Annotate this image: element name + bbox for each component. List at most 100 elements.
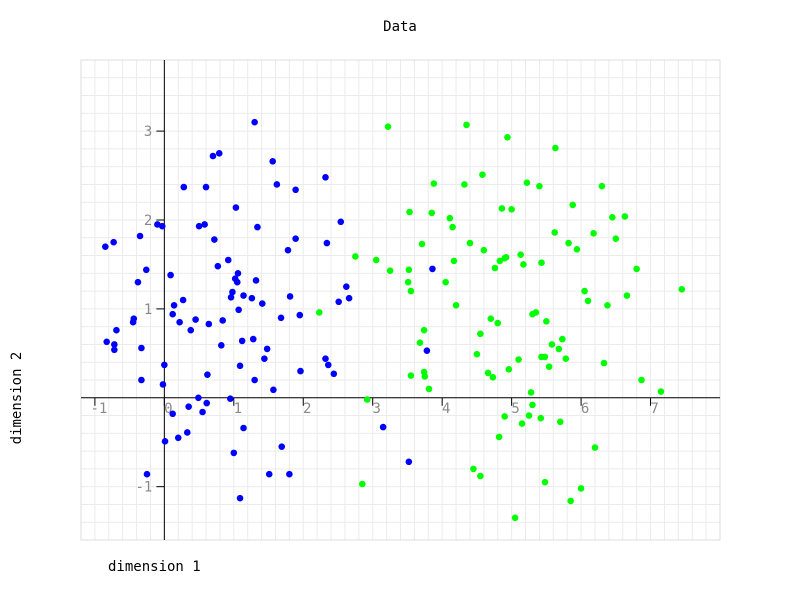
data-point <box>273 181 281 188</box>
x-tick-label: 5 <box>511 401 519 417</box>
data-point <box>240 424 247 432</box>
data-point <box>600 359 608 367</box>
data-point <box>249 335 257 343</box>
y-tick-label: 2 <box>144 213 152 229</box>
data-point <box>573 246 581 253</box>
data-point <box>407 372 415 379</box>
data-point <box>345 294 353 302</box>
data-point <box>358 480 366 488</box>
ticks: -1 0 1 2 3 4 5 6 7 -1 1 2 3 <box>90 124 658 496</box>
series-1 <box>102 118 436 502</box>
axes <box>81 60 720 540</box>
data-point <box>517 251 524 258</box>
data-point <box>407 287 415 295</box>
data-point <box>511 514 519 522</box>
data-point <box>449 223 456 231</box>
data-point <box>192 316 199 323</box>
data-point <box>203 399 211 407</box>
data-point <box>236 494 244 502</box>
data-point <box>425 385 433 393</box>
data-point <box>323 239 331 247</box>
data-point <box>473 350 481 358</box>
data-point <box>180 183 188 191</box>
data-point <box>501 413 508 420</box>
data-point <box>494 319 502 327</box>
data-point <box>248 294 256 302</box>
data-point <box>537 414 545 422</box>
data-point <box>466 239 474 247</box>
data-point <box>379 423 387 431</box>
data-point <box>404 278 412 286</box>
data-point <box>161 438 169 445</box>
data-point <box>678 286 686 293</box>
data-point <box>265 470 273 478</box>
data-point <box>423 347 431 354</box>
data-point <box>113 326 120 334</box>
data-point <box>538 259 545 266</box>
y-axis-label: dimension 2 <box>9 352 25 445</box>
data-point <box>209 152 217 160</box>
series-2 <box>315 121 686 522</box>
data-point <box>565 239 572 247</box>
data-point <box>134 278 142 286</box>
data-point <box>541 353 549 361</box>
x-tick-label: -1 <box>90 401 107 417</box>
data-point <box>227 294 235 301</box>
data-point <box>270 386 277 394</box>
data-point <box>372 256 380 264</box>
data-point <box>487 315 495 322</box>
data-point <box>420 326 428 334</box>
data-point <box>405 266 413 274</box>
data-point <box>502 254 510 261</box>
data-point <box>491 264 499 272</box>
data-point <box>277 314 285 322</box>
data-point <box>138 376 145 384</box>
data-point <box>195 222 203 230</box>
data-point <box>254 223 261 231</box>
data-point <box>532 309 540 316</box>
data-point <box>604 302 611 309</box>
data-point <box>384 123 392 130</box>
data-point <box>330 370 338 378</box>
data-point <box>258 300 266 307</box>
data-point <box>477 330 484 338</box>
data-point <box>515 356 522 363</box>
data-point <box>102 243 109 250</box>
data-point <box>337 218 345 226</box>
data-point <box>352 253 359 260</box>
y-tick-label: -1 <box>135 480 152 496</box>
data-point <box>638 376 645 384</box>
x-tick-label: 2 <box>303 401 311 417</box>
data-point <box>111 341 118 348</box>
data-point <box>633 265 640 273</box>
data-point <box>252 277 260 284</box>
data-point <box>428 209 436 217</box>
data-point <box>286 470 293 478</box>
data-point <box>429 265 436 273</box>
data-point <box>227 395 234 402</box>
data-point <box>498 205 506 212</box>
data-point <box>406 208 413 216</box>
data-point <box>204 371 211 378</box>
data-point <box>261 355 268 362</box>
data-point <box>234 270 242 277</box>
data-point <box>201 221 208 228</box>
data-point <box>278 443 286 450</box>
data-point <box>315 309 323 316</box>
data-point <box>138 344 145 352</box>
data-point <box>199 408 206 416</box>
data-point <box>418 240 426 248</box>
data-point <box>529 401 536 409</box>
data-point <box>202 183 210 191</box>
data-point <box>612 235 620 242</box>
data-point <box>235 306 242 314</box>
data-point <box>236 362 244 370</box>
data-point <box>567 497 574 505</box>
plot-frame <box>80 59 721 541</box>
x-tick-label: 4 <box>442 401 450 417</box>
data-point <box>230 449 238 457</box>
data-point <box>623 292 631 299</box>
data-point <box>657 388 665 395</box>
data-point <box>219 317 226 324</box>
data-point <box>292 186 299 194</box>
